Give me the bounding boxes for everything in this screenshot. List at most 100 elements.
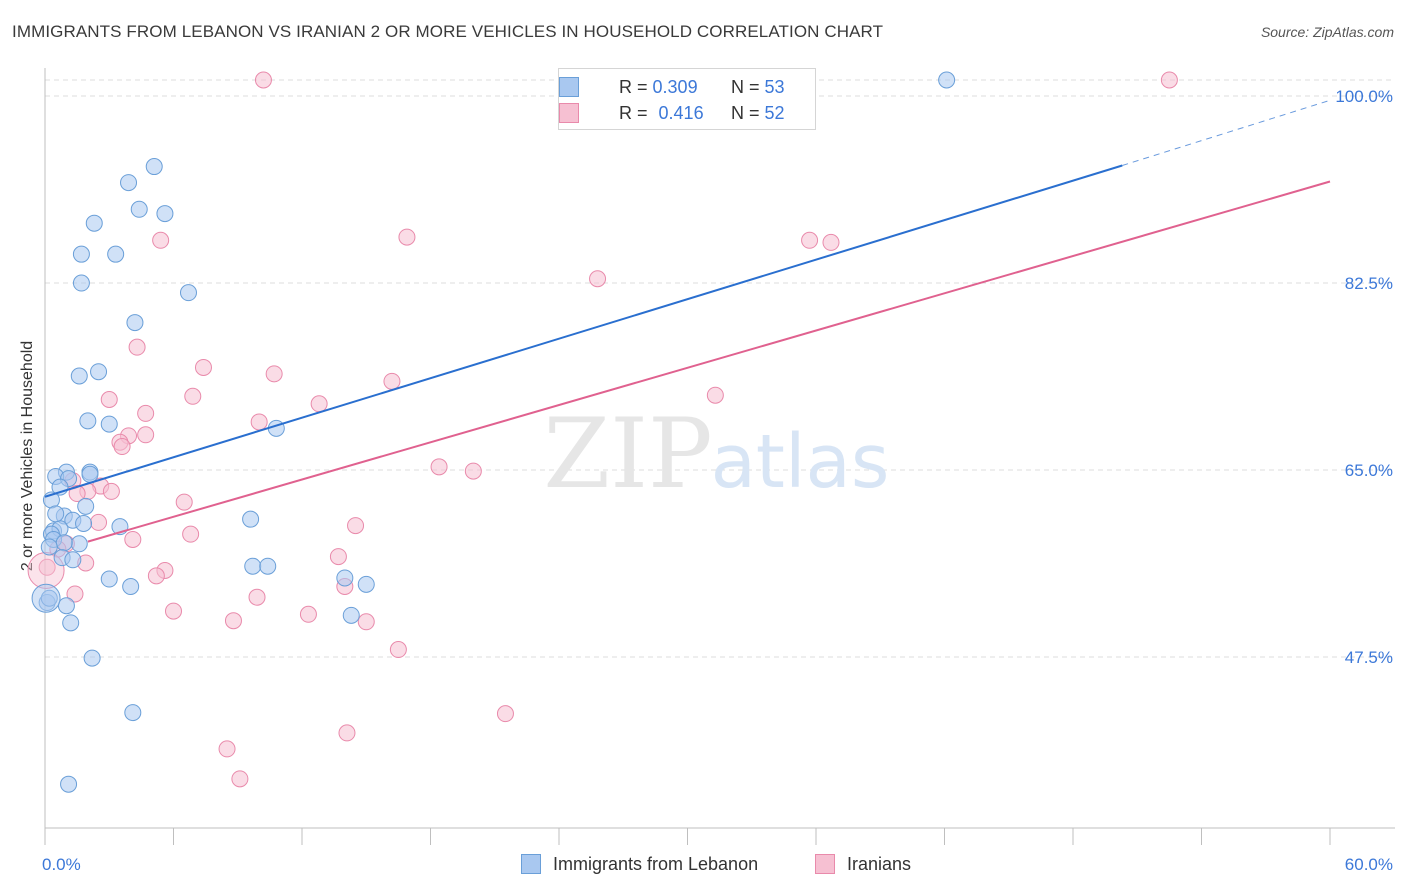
lebanon-point — [83, 649, 101, 667]
watermark-atlas: atlas — [711, 419, 890, 505]
legend-swatch-iranians — [559, 103, 579, 123]
lebanon-point — [126, 314, 144, 332]
lebanon-point — [72, 274, 90, 292]
bottom-legend-lebanon: Immigrants from Lebanon — [521, 852, 758, 876]
iranians-point — [250, 413, 268, 431]
iranians-point — [165, 602, 182, 620]
iranians-point — [254, 71, 272, 89]
iranians-point — [389, 641, 407, 659]
iranians-point — [90, 513, 108, 531]
iranians-point — [801, 231, 819, 249]
lebanon-point — [259, 557, 277, 575]
lebanon-point — [156, 205, 174, 223]
lebanon-point — [179, 284, 197, 302]
lebanon-point — [122, 578, 140, 596]
iranians-point — [822, 233, 840, 251]
iranians-point — [265, 365, 283, 383]
y-tick-label: 65.0% — [1345, 461, 1393, 480]
lebanon-point — [100, 415, 118, 433]
lebanon-point — [55, 534, 73, 552]
iranians-point — [184, 387, 202, 405]
lebanon-trend-line — [44, 164, 1123, 498]
iranians-point — [299, 605, 317, 623]
legend-swatch-lebanon — [559, 77, 579, 97]
watermark: ZIP atlas — [543, 398, 889, 510]
lebanon-point — [31, 583, 61, 613]
bottom-legend-iranians: Iranians — [815, 852, 911, 876]
lebanon-point — [79, 412, 97, 430]
iranians-point — [347, 517, 365, 535]
iranians-point — [398, 228, 416, 246]
lebanon-point — [120, 174, 138, 192]
iranians-point — [706, 386, 724, 404]
legend-n-value: 52 — [764, 102, 785, 123]
bottom-legend-label-iranians: Iranians — [847, 853, 912, 874]
iranians-point — [224, 612, 242, 630]
lebanon-point — [107, 245, 125, 263]
lebanon-point — [77, 497, 95, 515]
iranians-point — [329, 548, 347, 566]
lebanon-point — [64, 551, 82, 569]
iranians-point — [248, 588, 266, 606]
iranians-point — [338, 724, 356, 742]
lebanon-point — [938, 71, 956, 89]
iranians-point — [66, 585, 84, 603]
lebanon-point — [85, 214, 103, 232]
iranians-point — [464, 462, 482, 480]
lebanon-point — [47, 505, 65, 523]
x-tick-label: 0.0% — [42, 855, 81, 874]
iranians-point — [310, 395, 328, 413]
iranians-point — [147, 567, 165, 585]
lebanon-point — [70, 535, 88, 553]
iranians-trend-line — [87, 180, 1331, 543]
lebanon-points — [31, 71, 956, 793]
lebanon-point — [81, 465, 99, 483]
y-tick-label: 47.5% — [1345, 648, 1393, 667]
lebanon-point — [75, 514, 93, 532]
legend-n-label: N = — [731, 102, 760, 123]
bottom-legend-swatch-iranians — [815, 854, 835, 874]
tick-labels: 100.0% 82.5% 65.0% 47.5% 0.0% 60.0% — [42, 87, 1393, 874]
trend-lines — [44, 99, 1331, 543]
iranians-point — [357, 613, 375, 631]
lebanon-point — [124, 704, 142, 722]
lebanon-point — [90, 363, 108, 381]
axes — [44, 68, 1395, 845]
bottom-legend-label-lebanon: Immigrants from Lebanon — [553, 853, 759, 874]
legend-n-value: 53 — [764, 76, 785, 97]
iranians-point — [430, 458, 448, 476]
y-tick-label: 100.0% — [1335, 87, 1393, 106]
iranians-point — [175, 493, 193, 511]
iranians-point — [1160, 71, 1178, 89]
iranians-point — [218, 740, 236, 758]
lebanon-point — [242, 510, 260, 528]
iranians-point — [231, 770, 249, 788]
iranians-point — [194, 358, 212, 376]
bottom-legend-swatch-lebanon — [521, 854, 541, 874]
legend-r-value: 0.416 — [658, 102, 704, 123]
iranians-point — [589, 270, 607, 288]
iranians-point — [152, 231, 170, 249]
iranians-point — [68, 485, 86, 503]
iranians-point — [38, 558, 56, 576]
lebanon-point — [357, 575, 375, 593]
legend-r-value: 0.309 — [652, 76, 698, 97]
legend-r-label: R = — [619, 76, 648, 97]
lebanon-point — [62, 614, 80, 632]
chart-title: IMMIGRANTS FROM LEBANON VS IRANIAN 2 OR … — [12, 22, 884, 41]
legend-n-label: N = — [731, 76, 760, 97]
iranians-point — [113, 438, 131, 456]
iranians-point — [102, 482, 120, 500]
correlation-legend: R = 0.309 N = 53 R = 0.416 N = 52 — [558, 68, 816, 130]
lebanon-point — [145, 158, 163, 176]
iranians-point — [137, 426, 155, 444]
iranians-point — [496, 705, 514, 723]
lebanon-point — [336, 569, 354, 587]
iranians-point — [128, 338, 146, 356]
lebanon-point — [244, 557, 262, 575]
y-tick-label: 82.5% — [1345, 274, 1393, 293]
iranians-point — [182, 525, 200, 543]
iranians-point — [100, 391, 118, 409]
iranians-point — [383, 372, 401, 390]
